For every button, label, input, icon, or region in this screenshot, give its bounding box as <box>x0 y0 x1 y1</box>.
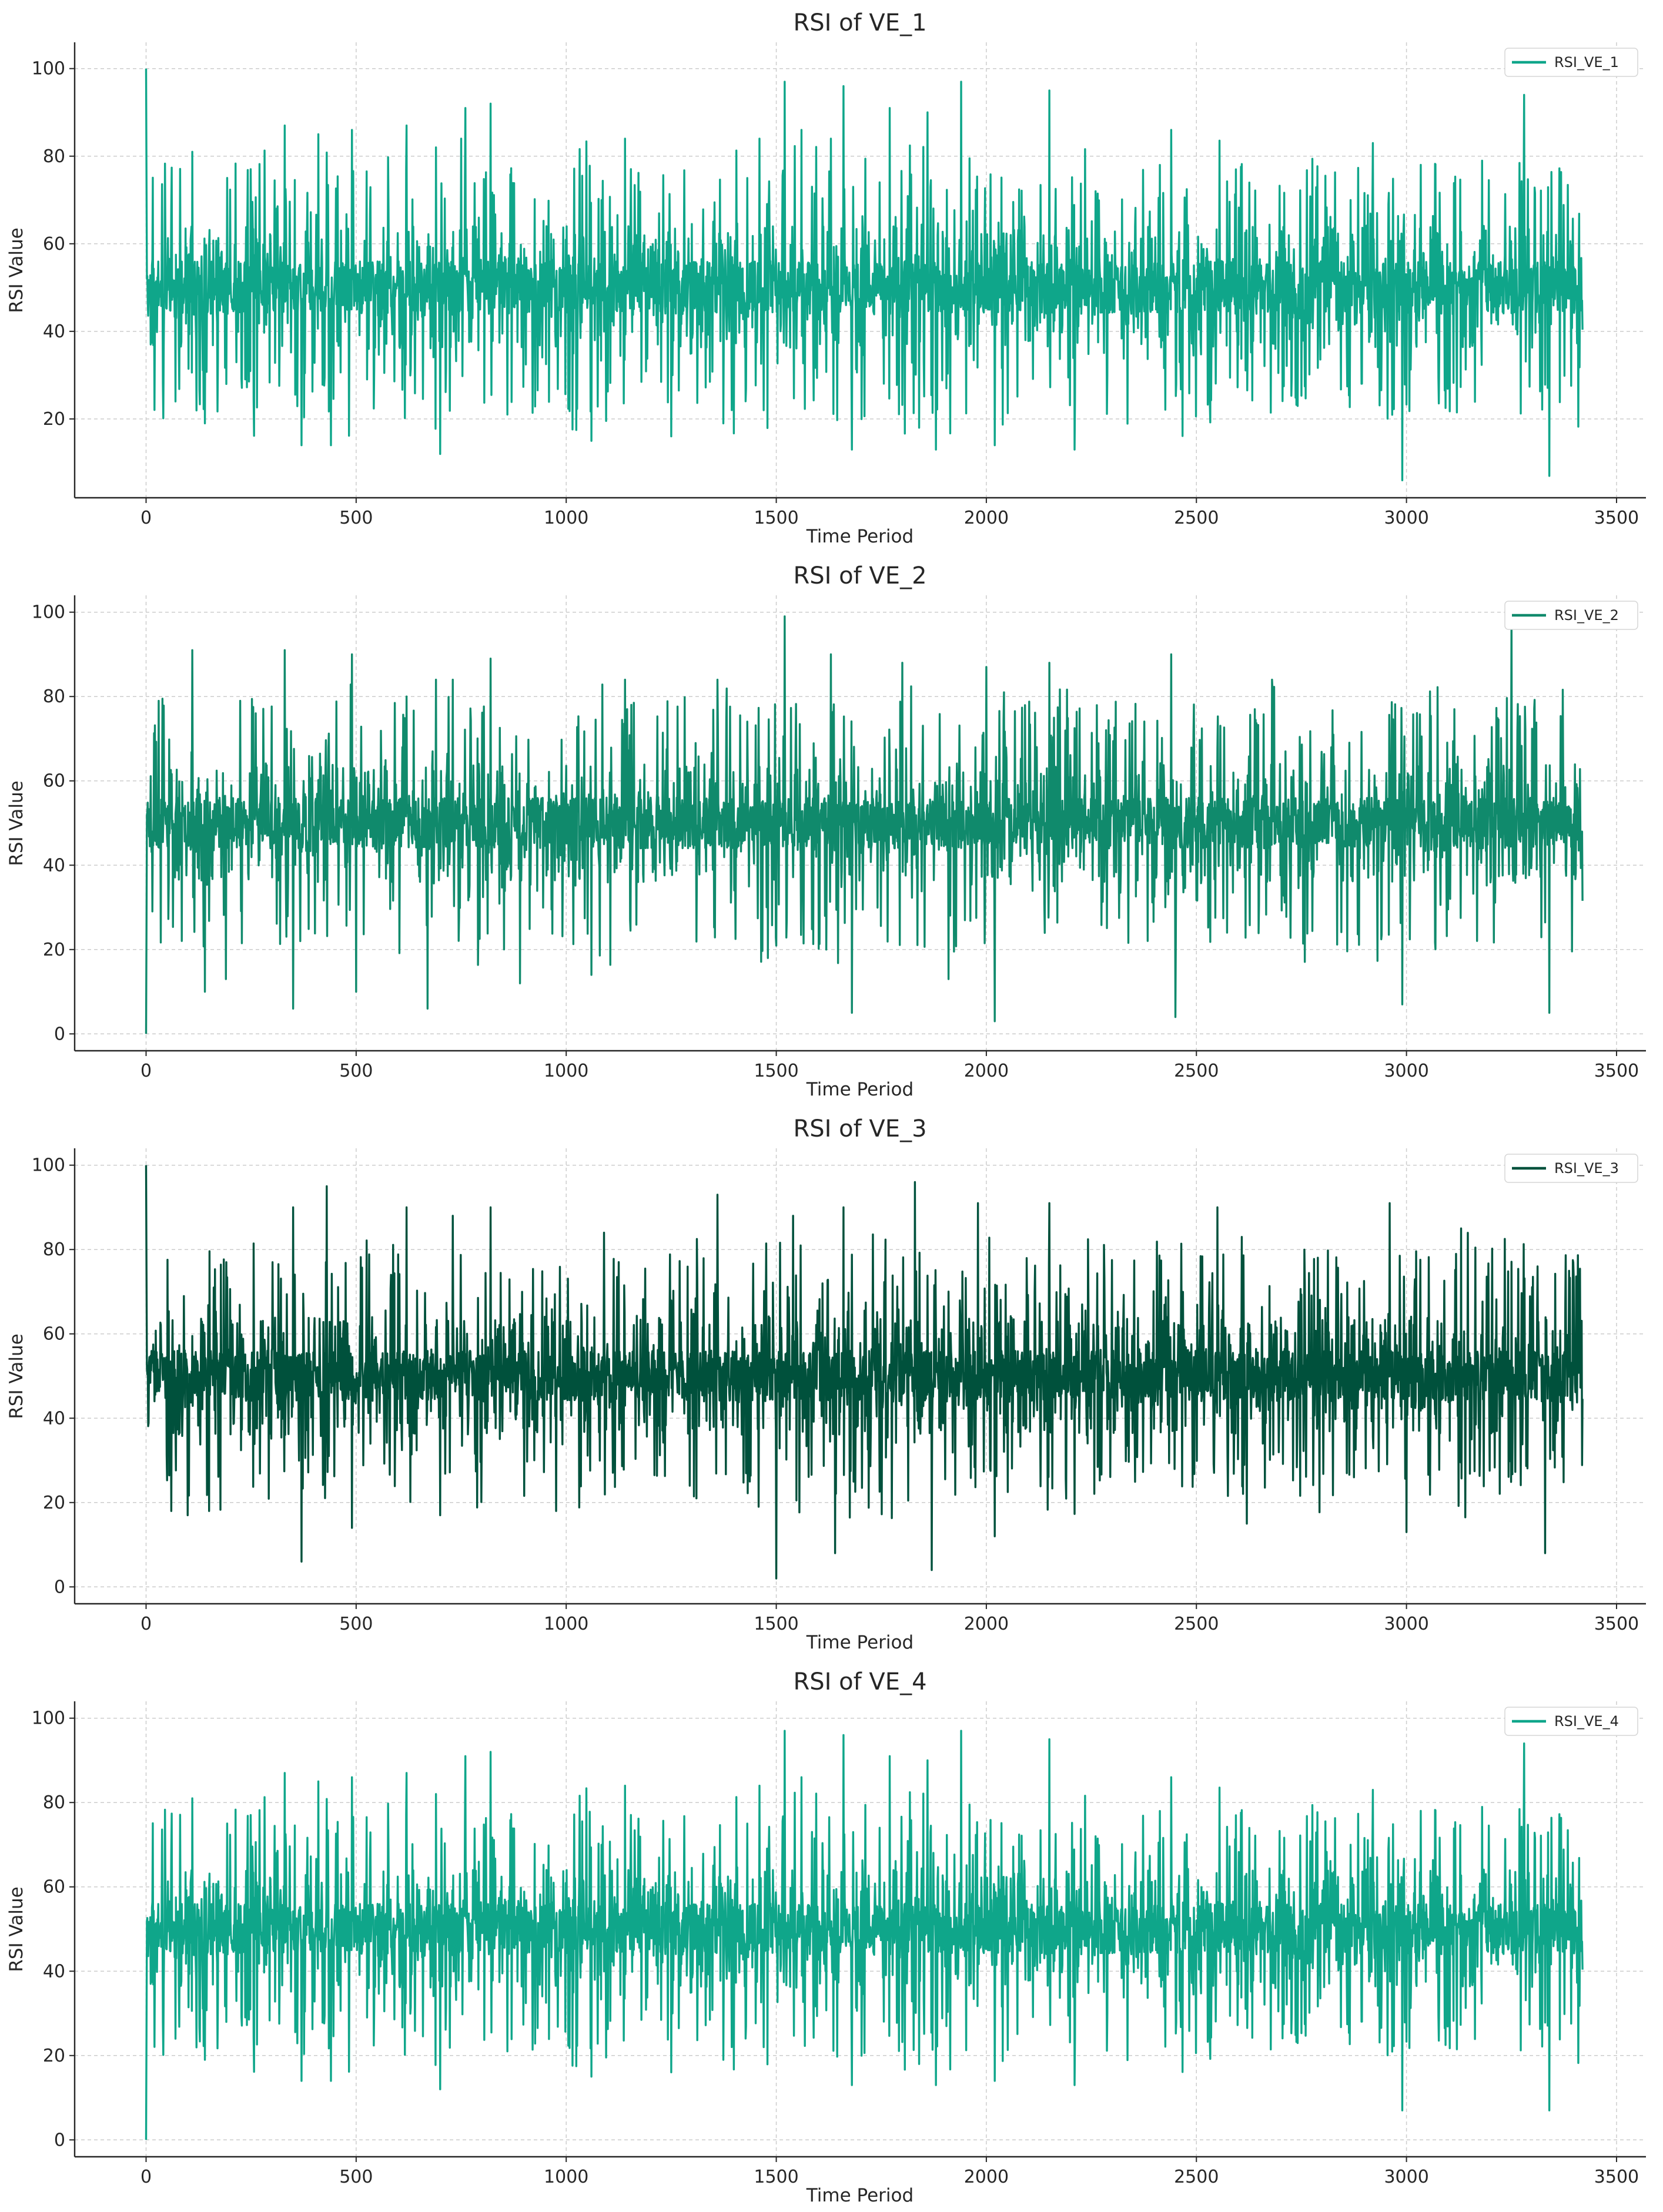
x-tick-label: 0 <box>140 508 152 528</box>
y-tick-label: 100 <box>32 59 65 79</box>
y-tick-label: 20 <box>43 409 65 430</box>
y-tick-label: 80 <box>43 146 65 167</box>
legend: RSI_VE_3 <box>1504 1154 1638 1183</box>
y-axis-label: RSI Value <box>6 227 27 313</box>
y-tick-label: 40 <box>43 1961 65 1982</box>
x-tick-label: 3500 <box>1594 2167 1639 2187</box>
series-line-rsi-ve-3 <box>145 1165 1584 1580</box>
y-tick-label: 20 <box>43 2046 65 2066</box>
chart-title: RSI of VE_4 <box>793 1668 926 1695</box>
legend-label: RSI_VE_1 <box>1554 54 1619 71</box>
legend: RSI_VE_2 <box>1504 601 1638 630</box>
x-axis-label: Time Period <box>806 526 914 547</box>
y-axis-label: RSI Value <box>6 780 27 866</box>
series-line-rsi-ve-4 <box>145 1730 1584 2140</box>
legend: RSI_VE_4 <box>1504 1707 1638 1736</box>
y-tick-label: 100 <box>32 1155 65 1176</box>
x-tick-label: 2000 <box>964 1061 1009 1081</box>
y-tick-label: 80 <box>43 1792 65 1813</box>
x-axis-label: Time Period <box>806 1079 914 1100</box>
chart-panel-ve-1: RSI of VE_1 0 500 1000 1500 2000 2500 3000 3500… <box>6 9 1646 547</box>
x-tick-label: 3000 <box>1384 508 1428 528</box>
x-tick-label: 0 <box>140 1614 152 1634</box>
x-tick-label: 2000 <box>964 1614 1009 1634</box>
chart-title: RSI of VE_2 <box>793 562 926 589</box>
x-tick-label: 1000 <box>544 2167 588 2187</box>
x-tick-label: 2000 <box>964 508 1009 528</box>
x-tick-label: 500 <box>339 1614 373 1634</box>
x-tick-label: 3000 <box>1384 2167 1428 2187</box>
x-tick-label: 0 <box>140 1061 152 1081</box>
chart-title: RSI of VE_1 <box>793 9 926 36</box>
x-tick-label: 1500 <box>754 508 798 528</box>
x-tick-label: 1000 <box>544 1061 588 1081</box>
x-tick-label: 2500 <box>1174 1061 1219 1081</box>
x-tick-label: 500 <box>339 1061 373 1081</box>
y-tick-label: 60 <box>43 1324 65 1345</box>
legend: RSI_VE_1 <box>1504 48 1638 77</box>
chart-panel-ve-2: RSI of VE_2 0 500 1000 1500 2000 2500 3000 3500… <box>6 562 1646 1100</box>
x-tick-label: 500 <box>339 2167 373 2187</box>
x-tick-label: 1500 <box>754 1061 798 1081</box>
x-tick-label: 2500 <box>1174 1614 1219 1634</box>
x-tick-label: 1500 <box>754 2167 798 2187</box>
legend-box <box>1504 48 1638 77</box>
x-axis-label: Time Period <box>806 2185 914 2206</box>
y-tick-label: 40 <box>43 855 65 876</box>
legend-label: RSI_VE_3 <box>1554 1160 1619 1177</box>
x-tick-label: 2500 <box>1174 508 1219 528</box>
chart-title: RSI of VE_3 <box>793 1115 926 1142</box>
y-tick-label: 0 <box>54 1577 65 1597</box>
x-tick-label: 1000 <box>544 1614 588 1634</box>
x-tick-label: 500 <box>339 508 373 528</box>
y-axis-label: RSI Value <box>6 1333 27 1419</box>
y-tick-label: 100 <box>32 1708 65 1729</box>
y-tick-label: 60 <box>43 234 65 254</box>
legend-label: RSI_VE_4 <box>1554 1713 1619 1730</box>
x-tick-label: 3500 <box>1594 508 1639 528</box>
legend-box <box>1504 1154 1638 1183</box>
legend-label: RSI_VE_2 <box>1554 607 1619 624</box>
x-tick-label: 3500 <box>1594 1061 1639 1081</box>
y-tick-label: 100 <box>32 602 65 623</box>
y-tick-label: 60 <box>43 1877 65 1898</box>
x-tick-label: 3000 <box>1384 1614 1428 1634</box>
y-tick-label: 0 <box>54 1024 65 1044</box>
x-axis-label: Time Period <box>806 1632 914 1653</box>
x-tick-label: 3000 <box>1384 1061 1428 1081</box>
legend-box <box>1504 601 1638 630</box>
x-tick-label: 1500 <box>754 1614 798 1634</box>
x-tick-label: 1000 <box>544 508 588 528</box>
x-tick-label: 0 <box>140 2167 152 2187</box>
chart-panel-ve-3: RSI of VE_3 0 500 1000 1500 2000 2500 3000 3500… <box>6 1115 1646 1653</box>
y-tick-label: 40 <box>43 321 65 342</box>
y-axis-label: RSI Value <box>6 1886 27 1972</box>
series-line-rsi-ve-1 <box>145 68 1584 481</box>
series-line-rsi-ve-2 <box>145 615 1584 1034</box>
y-tick-label: 20 <box>43 1493 65 1513</box>
x-tick-label: 2500 <box>1174 2167 1219 2187</box>
y-tick-label: 80 <box>43 686 65 707</box>
legend-box <box>1504 1707 1638 1736</box>
y-tick-label: 60 <box>43 771 65 792</box>
x-tick-label: 2000 <box>964 2167 1009 2187</box>
y-tick-label: 40 <box>43 1408 65 1429</box>
y-tick-label: 80 <box>43 1239 65 1260</box>
y-tick-label: 0 <box>54 2130 65 2150</box>
x-tick-label: 3500 <box>1594 1614 1639 1634</box>
y-tick-label: 20 <box>43 940 65 960</box>
chart-panel-ve-4: RSI of VE_4 0 500 1000 1500 2000 2500 3000 3500… <box>6 1668 1646 2206</box>
